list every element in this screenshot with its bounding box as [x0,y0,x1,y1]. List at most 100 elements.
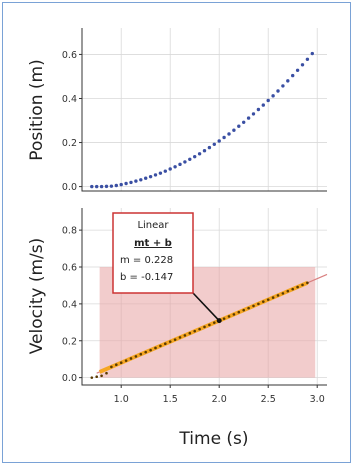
velocity-point [168,340,172,343]
velocity-point [227,315,231,318]
x-tick-label: 1.0 [114,394,129,405]
y-tick-label: 0.0 [62,373,77,384]
velocity-point [149,348,152,352]
position-point [232,128,236,132]
position-point [202,148,207,153]
velocity-point [286,289,290,293]
velocity-point [198,327,201,331]
position-point [134,179,138,183]
velocity-point [306,281,309,285]
position-point [188,157,192,161]
position-point [217,139,221,143]
position-point [227,132,231,136]
velocity-point [271,296,275,299]
position-point [256,107,261,112]
velocity-point [119,361,123,364]
position-point [261,103,265,107]
position-y-axis-label: Position (m) [27,59,47,160]
fit-annotation-box[interactable] [112,212,194,294]
velocity-point [90,376,94,379]
position-point [197,152,202,156]
velocity-point [164,342,167,346]
velocity-point [129,357,133,360]
position-plot-area [82,28,327,191]
position-point [237,124,241,128]
velocity-point [276,294,280,297]
velocity-point [262,300,265,303]
x-tick-label: 1.5 [163,394,178,405]
velocity-point [281,292,285,295]
velocity-points [90,281,309,379]
position-chart: 0.0 0.2 0.4 0.6 Position (m) [27,28,327,193]
position-point [266,98,270,103]
velocity-point [188,331,192,335]
velocity-point [100,374,103,378]
velocity-point [237,310,241,314]
position-point [212,142,216,147]
position-point [139,178,143,182]
position-point [271,94,275,98]
position-point [246,116,251,120]
velocity-point [178,336,182,339]
y-tick-label: 0.8 [62,226,77,237]
velocity-y-axis-label: Velocity (m/s) [27,238,47,355]
annotation-slope: m = 0.228 [120,255,173,266]
velocity-point [154,346,157,350]
position-y-ticks: 0.0 0.2 0.4 0.6 [62,50,82,193]
velocity-point [208,323,211,327]
velocity-point [159,344,162,348]
position-point [144,176,148,180]
velocity-point [247,306,250,310]
velocity-point [222,317,226,320]
annotation-point-marker [216,318,222,324]
position-point [148,174,153,179]
position-point [291,73,295,78]
velocity-point [296,285,299,289]
annotation-title: Linear [137,220,169,231]
position-point [95,184,99,189]
x-tick-label: 3.0 [310,394,325,405]
position-point [207,145,212,150]
velocity-point [252,304,255,308]
velocity-point [115,363,118,367]
x-tick-label: 2.0 [212,394,227,405]
position-point [251,112,256,116]
velocity-point [242,308,245,312]
position-point [129,180,133,185]
position-point [276,89,280,93]
position-point [310,51,314,56]
position-point [242,120,246,124]
velocity-point [213,321,216,324]
position-point [300,63,305,67]
velocity-point [173,338,177,341]
velocity-point [291,287,295,291]
velocity-point [232,313,236,316]
position-point [281,84,285,88]
position-point [168,167,172,171]
annotation-formula: mt + b [134,238,172,249]
x-tick-label: 2.5 [261,394,276,405]
velocity-point [139,352,143,356]
position-point [286,79,290,83]
velocity-point [144,350,147,354]
position-point [173,165,177,169]
y-tick-label: 0.4 [62,94,77,105]
position-point [99,184,104,189]
velocity-point [203,325,206,329]
annotation-intercept: b = -0.147 [120,272,173,283]
velocity-point [105,371,108,375]
velocity-point [124,359,128,362]
position-point [153,173,158,177]
position-point [222,135,226,140]
velocity-point [301,283,304,287]
position-point [104,184,109,189]
position-point [124,181,128,186]
y-tick-label: 0.4 [62,299,77,310]
position-axes [81,28,327,192]
position-point [90,184,94,189]
y-tick-label: 0.2 [62,336,77,347]
position-point [114,183,119,188]
y-tick-label: 0.6 [62,263,77,274]
position-point [158,171,163,175]
